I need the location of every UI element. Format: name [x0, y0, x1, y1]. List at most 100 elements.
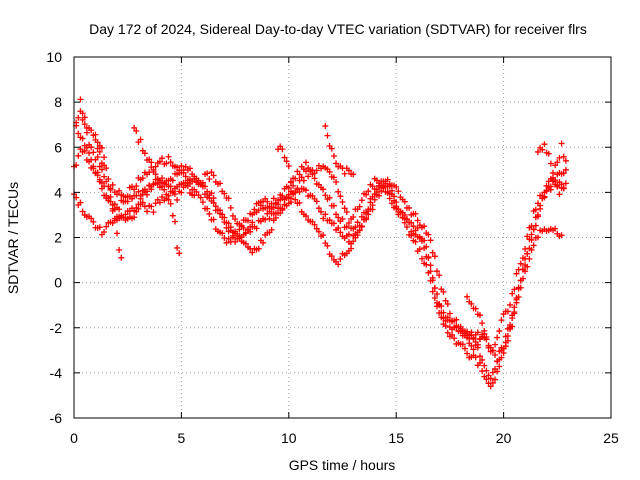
- data-point: [210, 199, 217, 206]
- data-point: [496, 328, 503, 335]
- data-point: [468, 300, 475, 307]
- data-point: [386, 195, 393, 202]
- data-point: [412, 238, 419, 245]
- data-point: [322, 123, 329, 130]
- data-point: [358, 197, 365, 204]
- data-point: [444, 301, 451, 308]
- data-point: [221, 234, 228, 241]
- data-point: [137, 192, 144, 199]
- data-point: [156, 158, 163, 165]
- data-point: [483, 334, 490, 341]
- data-point: [476, 359, 483, 366]
- data-point: [232, 238, 239, 245]
- data-point: [116, 247, 123, 254]
- data-point: [429, 249, 436, 256]
- data-point: [476, 353, 483, 360]
- data-point: [296, 171, 303, 178]
- y-tick-label: 6: [54, 139, 62, 155]
- data-point: [236, 233, 243, 240]
- data-point: [118, 254, 125, 261]
- data-point: [113, 230, 120, 237]
- data-point: [105, 195, 112, 202]
- data-point: [427, 237, 434, 244]
- data-point: [156, 199, 163, 206]
- data-point: [81, 147, 88, 154]
- data-point: [109, 181, 116, 188]
- data-point: [335, 261, 342, 268]
- data-point: [483, 376, 490, 383]
- data-point: [358, 223, 365, 230]
- data-series: [71, 146, 569, 354]
- data-point: [339, 199, 346, 206]
- data-point: [287, 179, 294, 186]
- data-point: [75, 130, 82, 137]
- data-point: [148, 159, 155, 166]
- data-point: [376, 192, 383, 199]
- data-point: [534, 234, 541, 241]
- data-point: [202, 191, 209, 198]
- data-point: [534, 213, 541, 220]
- data-point: [356, 227, 363, 234]
- data-point: [139, 175, 146, 182]
- data-point: [174, 244, 181, 251]
- data-point: [133, 208, 140, 215]
- data-point: [242, 230, 249, 237]
- data-point: [94, 145, 101, 152]
- data-point: [103, 223, 110, 230]
- data-point: [88, 144, 95, 151]
- data-point: [236, 226, 243, 233]
- data-point: [556, 154, 563, 161]
- data-point: [313, 198, 320, 205]
- data-point: [90, 218, 97, 225]
- data-point: [403, 223, 410, 230]
- data-point: [309, 171, 316, 178]
- data-point: [86, 150, 93, 157]
- data-point: [128, 195, 135, 202]
- data-point: [144, 188, 151, 195]
- data-point: [489, 369, 496, 376]
- data-point: [494, 368, 501, 375]
- data-point: [281, 154, 288, 161]
- data-point: [373, 189, 380, 196]
- x-tick-label: 0: [70, 430, 78, 446]
- data-series: [131, 124, 183, 257]
- data-point: [122, 211, 129, 218]
- data-point: [182, 173, 189, 180]
- data-point: [410, 223, 417, 230]
- data-point: [333, 211, 340, 218]
- data-point: [494, 334, 501, 341]
- data-point: [519, 266, 526, 273]
- data-point: [526, 236, 533, 243]
- data-point: [532, 206, 539, 213]
- data-point: [169, 177, 176, 184]
- data-point: [504, 308, 511, 315]
- data-point: [487, 375, 494, 382]
- data-series: [73, 108, 569, 365]
- data-point: [427, 277, 434, 284]
- data-point: [193, 188, 200, 195]
- data-point: [341, 170, 348, 177]
- data-point: [171, 218, 178, 225]
- data-point: [333, 179, 340, 186]
- data-point: [464, 293, 471, 300]
- data-point: [270, 204, 277, 211]
- data-point: [513, 296, 520, 303]
- data-point: [79, 135, 86, 142]
- data-point: [279, 146, 286, 153]
- data-point: [217, 210, 224, 217]
- data-point: [401, 219, 408, 226]
- data-point: [144, 208, 151, 215]
- data-point: [275, 201, 282, 208]
- data-point: [302, 159, 309, 166]
- data-point: [249, 249, 256, 256]
- data-point: [266, 215, 273, 222]
- data-point: [335, 188, 342, 195]
- data-point: [539, 146, 546, 153]
- data-point: [318, 208, 325, 215]
- data-point: [504, 332, 511, 339]
- data-point: [498, 354, 505, 361]
- data-point: [339, 215, 346, 222]
- data-point: [98, 144, 105, 151]
- data-point: [163, 160, 170, 167]
- data-point: [90, 132, 97, 139]
